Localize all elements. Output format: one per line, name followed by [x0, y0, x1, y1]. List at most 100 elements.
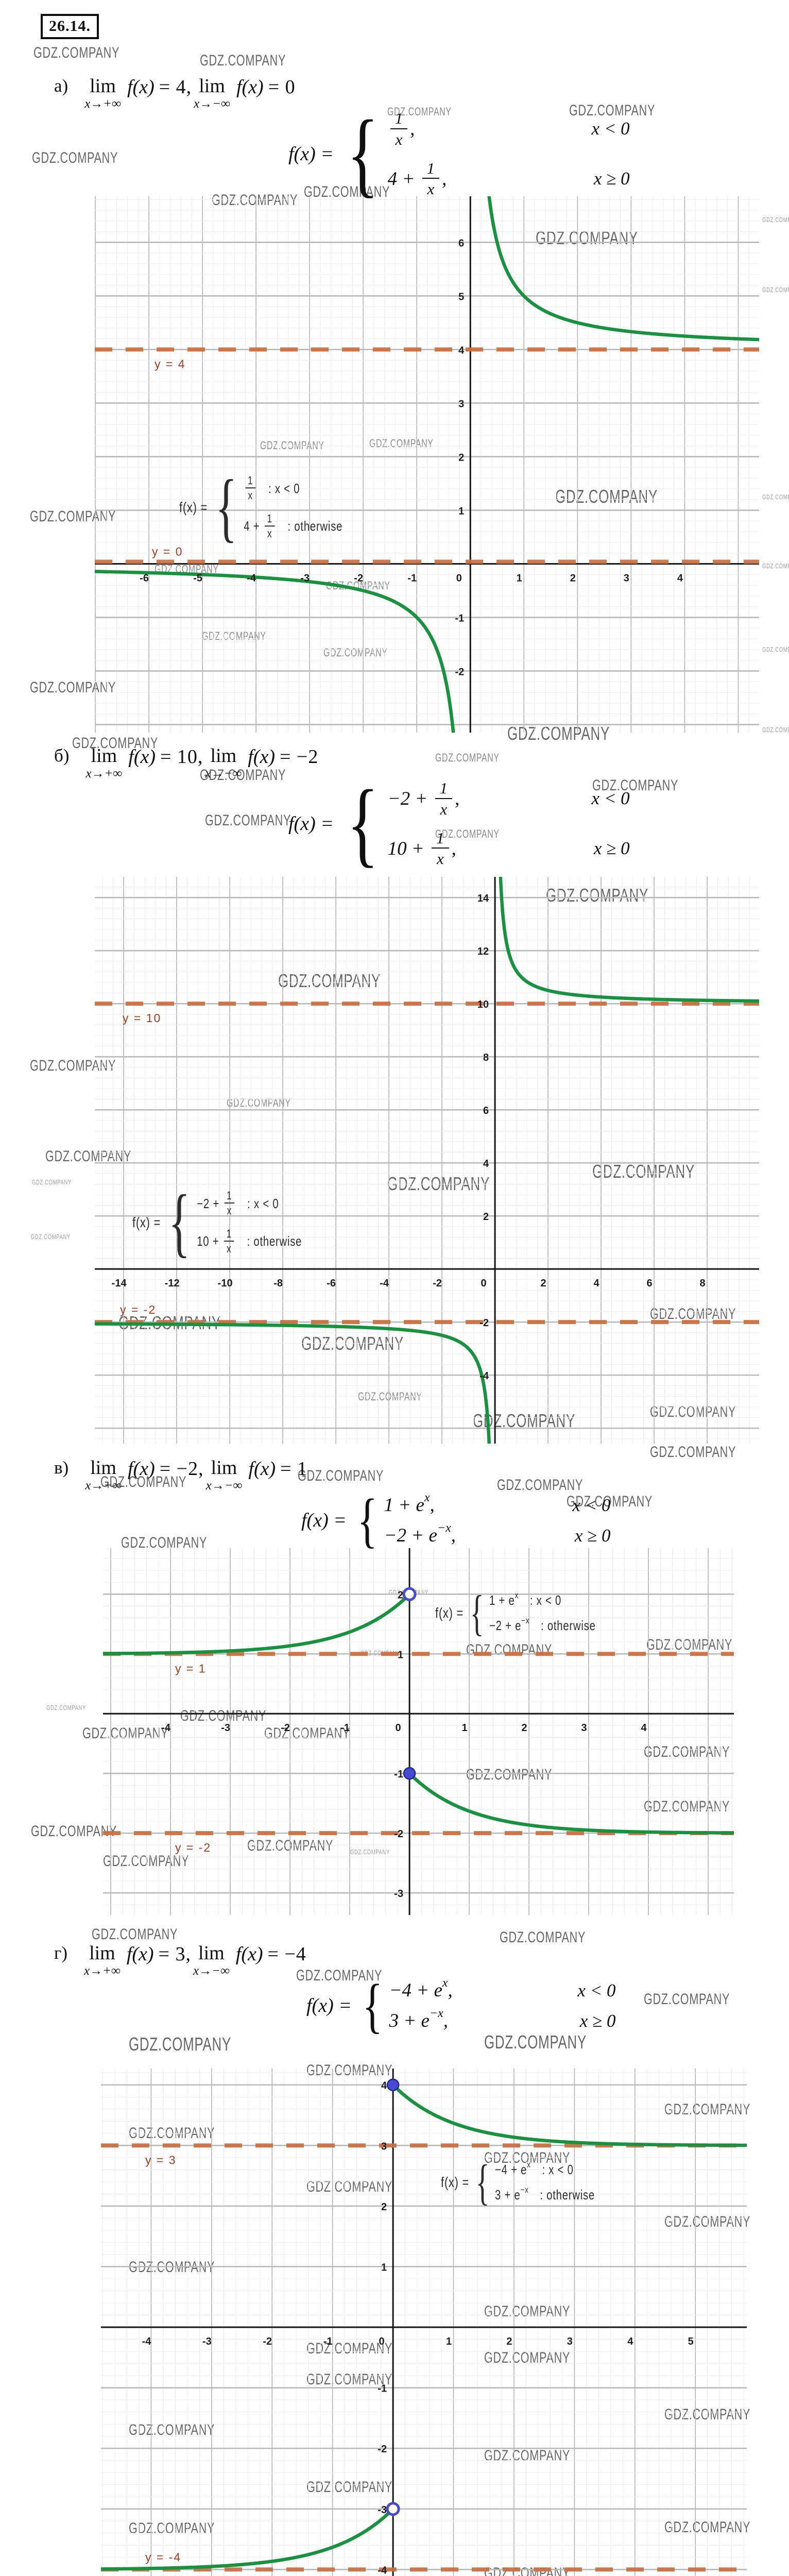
- watermark: GDZ.COMPANY: [500, 1929, 586, 1946]
- x-tick-label: 0: [396, 1722, 401, 1734]
- function-name: f(x) =: [288, 812, 334, 835]
- limit-statement-g: г) lim x→+∞ f(x) = 3, lim x→−∞ f(x) = −4: [54, 1943, 306, 1977]
- lim-subscript: x→−∞: [205, 1479, 243, 1493]
- grid: [95, 196, 759, 733]
- y-tick-label: 2: [381, 2201, 387, 2213]
- watermark: GDZ.COMPANY: [260, 439, 324, 452]
- numerator: 1: [432, 829, 449, 849]
- function-name: f(x): [128, 746, 156, 768]
- x-tick-label: -1: [323, 2336, 333, 2347]
- watermark: GDZ.COMPANY: [644, 1798, 730, 1815]
- condition: x ≥ 0: [593, 168, 630, 189]
- x-tick-label: 2: [570, 572, 576, 584]
- x-tick-label: 4: [641, 1722, 647, 1734]
- condition: : x < 0: [268, 480, 300, 496]
- y-tick-label: -3: [394, 1888, 403, 1900]
- curly-brace: {: [357, 1486, 378, 1554]
- exponent: −x: [437, 1521, 451, 1535]
- grid: [101, 2069, 747, 2576]
- x-tick-label: -14: [112, 1278, 127, 1289]
- x-tick-label: 6: [647, 1278, 653, 1289]
- x-tick-label: 2: [541, 1278, 546, 1289]
- watermark: GDZ.COMPANY: [205, 812, 291, 829]
- x-tick-label: 3: [581, 1722, 587, 1734]
- condition: x < 0: [572, 1495, 611, 1515]
- limit-value: = 3,: [158, 1943, 191, 1965]
- plot-svg: y = 4 y = 0 -6 -5 -4 -3 -2 -1 0 1 2 3 4 6 5 4 3 2 1 -1 -2: [95, 196, 759, 733]
- watermark: GDZ.COMPANY: [298, 1467, 384, 1484]
- watermark: GDZ.COMPANY: [555, 486, 658, 507]
- comma: ,: [455, 788, 460, 809]
- watermark: GDZ.COMPANY: [33, 44, 120, 61]
- limit-operator: lim x→−∞: [206, 1458, 243, 1492]
- open-endpoint: [386, 2502, 400, 2516]
- watermark: GDZ.COMPANY: [92, 1926, 178, 1943]
- lim-subscript: x→−∞: [205, 767, 242, 781]
- condition: : x < 0: [247, 1195, 279, 1211]
- graph-b: y = 10 y = -2 -14 -12 -10 -8 -6 -4 -2 0 2 4 6 8 14 12 10…: [95, 877, 759, 1444]
- watermark: GDZ.COMPANY: [306, 2371, 393, 2388]
- limit-operator: lim x→+∞: [85, 1458, 122, 1492]
- formula-row: 3 + e −x , x ≥ 0: [389, 2007, 616, 2032]
- y-tick-label: 3: [458, 398, 464, 410]
- y-tick-label: 14: [477, 893, 489, 904]
- x-tick-label: 3: [567, 2336, 573, 2347]
- curves: [103, 1594, 734, 1835]
- exponent: x: [424, 1491, 430, 1504]
- expression: 10 +: [387, 838, 430, 859]
- watermark: GDZ.COMPANY: [435, 827, 500, 840]
- watermark: GDZ.COMPANY: [484, 2149, 571, 2166]
- x-tick-label: 3: [624, 572, 629, 584]
- lim-subscript: x→+∞: [85, 767, 123, 781]
- x-tick-label: -6: [140, 572, 149, 584]
- expression: −2 + e: [489, 1617, 522, 1633]
- watermark: GDZ.COMPANY: [497, 1477, 584, 1494]
- denominator: x: [427, 180, 435, 198]
- limit-value: = 1: [280, 1458, 308, 1480]
- y-tick-label: -3: [378, 2504, 387, 2516]
- formula-row: −2 + e −x: otherwise: [489, 1616, 596, 1634]
- denominator: x: [440, 800, 448, 818]
- watermark: GDZ.COMPANY: [129, 2033, 231, 2055]
- lim-word: lim: [198, 1942, 225, 1964]
- limit-statement-a: а) lim x→+∞ f(x) = 4, lim x→−∞ f(x) = 0: [54, 76, 296, 110]
- y-tick-label: -2: [455, 666, 464, 677]
- formula-row: 3 + e −x: otherwise: [495, 2185, 595, 2203]
- expression: 3 + e: [389, 2010, 430, 2031]
- limit-operator: lim x→−∞: [194, 76, 230, 110]
- y-tick-label: 12: [477, 946, 489, 957]
- y-tick-label: -4: [479, 1370, 489, 1382]
- asymptote-label: y = -2: [175, 1841, 211, 1854]
- plot-svg: y = 3 y = -4 -4 -3 -2 -1 0 1 2 3 4 5 4 3 2 1 -1 -2 -3 -4: [101, 2069, 747, 2576]
- x-tick-label: 8: [700, 1278, 706, 1289]
- x-tick-label: 5: [688, 2336, 694, 2347]
- closed-endpoint: [386, 2078, 400, 2091]
- y-tick-label: -2: [378, 2444, 387, 2455]
- lim-subscript: x→−∞: [194, 97, 230, 111]
- watermark: GDZ.COMPANY: [296, 1967, 383, 1984]
- limit-statement-v: в) lim x→+∞ f(x) = −2, lim x→−∞ f(x) = 1: [54, 1458, 307, 1492]
- watermark: GDZ.COMPANY: [31, 1823, 117, 1840]
- x-tick-label: -2: [263, 2336, 272, 2347]
- exponent: −x: [521, 1616, 530, 1626]
- y-tick-label: -4: [378, 2565, 387, 2576]
- watermark: GDZ.COMPANY: [30, 508, 116, 525]
- condition: : x < 0: [542, 2161, 574, 2177]
- x-tick-label: 0: [379, 2336, 385, 2347]
- y-tick-label: 1: [458, 505, 464, 517]
- curly-brace: {: [168, 1179, 190, 1265]
